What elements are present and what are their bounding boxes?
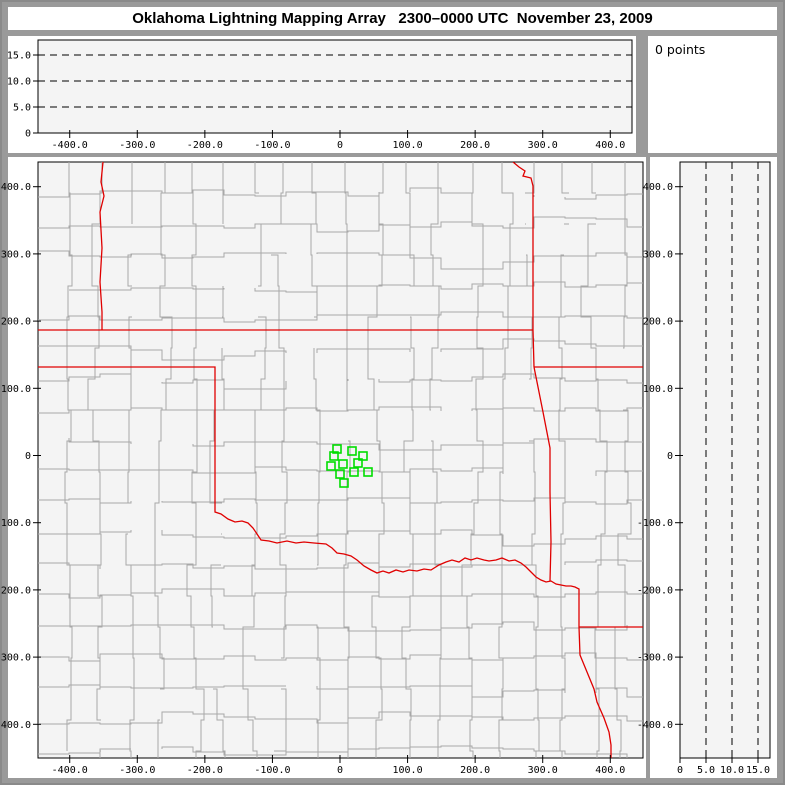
x-tick-label: 200.0	[460, 765, 490, 776]
station-marker	[329, 451, 339, 461]
y-tick-label: 0	[25, 451, 31, 462]
page-title: Oklahoma Lightning Mapping Array 2300–00…	[132, 10, 653, 27]
x-tick-label: 15.0	[746, 765, 770, 776]
x-tick-label: -300.0	[119, 140, 155, 151]
y-tick-label: -200.0	[637, 585, 673, 596]
y-tick-label: 200.0	[1, 317, 31, 328]
y-tick-label: 300.0	[1, 249, 31, 260]
map-layers	[38, 162, 643, 758]
x-tick-label: 200.0	[460, 140, 490, 151]
county-boundary-lines	[38, 162, 643, 758]
station-marker	[349, 467, 359, 477]
y-tick-label: -300.0	[637, 653, 673, 664]
x-tick-label: 0	[677, 765, 683, 776]
x-tick-label: 0	[337, 765, 343, 776]
x-tick-label: -200.0	[187, 140, 223, 151]
x-tick-label: 400.0	[595, 765, 625, 776]
plot-frame	[37, 39, 633, 134]
x-tick-label: -400.0	[52, 765, 88, 776]
x-tick-label: -100.0	[254, 140, 290, 151]
y-tick-label: 10.0	[7, 77, 31, 88]
station-marker	[347, 446, 357, 456]
x-tick-label: 100.0	[393, 765, 423, 776]
y-tick-label: 400.0	[1, 182, 31, 193]
x-tick-label: 0	[337, 140, 343, 151]
x-tick-label: -100.0	[254, 765, 290, 776]
y-tick-label: -200.0	[0, 585, 31, 596]
station-marker	[332, 444, 342, 454]
x-tick-label: 400.0	[595, 140, 625, 151]
points-count-label: 0 points	[655, 42, 706, 57]
y-tick-label: 400.0	[643, 182, 673, 193]
y-tick-label: -300.0	[0, 653, 31, 664]
plan-view-map-plot[interactable]: 400.0 300.0 200.0 100.0 0 -100.0 -200.0 -300.0 -…	[0, 157, 646, 778]
state-border-oklahoma-arkansas	[533, 366, 552, 582]
y-tick-label: -100.0	[637, 518, 673, 529]
plot-frame	[679, 161, 771, 759]
station-marker	[363, 467, 373, 477]
state-border-texas-oklahoma-redriver	[38, 366, 580, 627]
x-tick-label: 300.0	[528, 140, 558, 151]
y-tick-label: -100.0	[0, 518, 31, 529]
y-tick-label: -400.0	[637, 720, 673, 731]
status-panel: 0 points	[648, 36, 777, 153]
x-tick-label: 100.0	[393, 140, 423, 151]
y-tick-label: -400.0	[0, 720, 31, 731]
state-border-missouri-west	[512, 162, 535, 368]
station-marker	[338, 459, 348, 469]
station-marker	[339, 478, 349, 488]
x-tick-label: 300.0	[528, 765, 558, 776]
x-tick-label: -400.0	[52, 140, 88, 151]
y-tick-label: 200.0	[643, 317, 673, 328]
altitude-ew-plot[interactable]: 0 5.0 10.0 15.0 -400.0 -300.0 -200.0 -100.0 0 100…	[7, 36, 636, 153]
state-border-colorado-kansas	[99, 162, 105, 330]
station-marker	[326, 461, 336, 471]
altitude-ns-panel: 400.0 300.0 200.0 100.0 0 -100.0 -200.0 -300.0 -…	[637, 157, 777, 778]
state-border-texas-louisiana	[578, 626, 612, 758]
y-tick-label: 100.0	[1, 384, 31, 395]
station-marker	[335, 469, 345, 479]
y-tick-label: 0	[25, 129, 31, 140]
x-tick-label: 10.0	[720, 765, 744, 776]
altitude-ns-plot[interactable]: 400.0 300.0 200.0 100.0 0 -100.0 -200.0 -300.0 -…	[637, 157, 777, 778]
plan-view-map-panel: 400.0 300.0 200.0 100.0 0 -100.0 -200.0 -300.0 -…	[0, 157, 646, 778]
y-tick-label: 300.0	[643, 249, 673, 260]
station-marker	[353, 458, 363, 468]
x-tick-label: -300.0	[119, 765, 155, 776]
title-bar: Oklahoma Lightning Mapping Array 2300–00…	[8, 7, 777, 30]
y-tick-label: 5.0	[13, 103, 31, 114]
y-tick-label: 100.0	[643, 384, 673, 395]
y-tick-label: 0	[667, 451, 673, 462]
x-tick-label: 5.0	[697, 765, 715, 776]
x-tick-label: -200.0	[187, 765, 223, 776]
station-marker	[358, 451, 368, 461]
altitude-ew-panel: 0 5.0 10.0 15.0 -400.0 -300.0 -200.0 -100.0 0 100…	[7, 36, 636, 153]
y-tick-label: 15.0	[7, 51, 31, 62]
